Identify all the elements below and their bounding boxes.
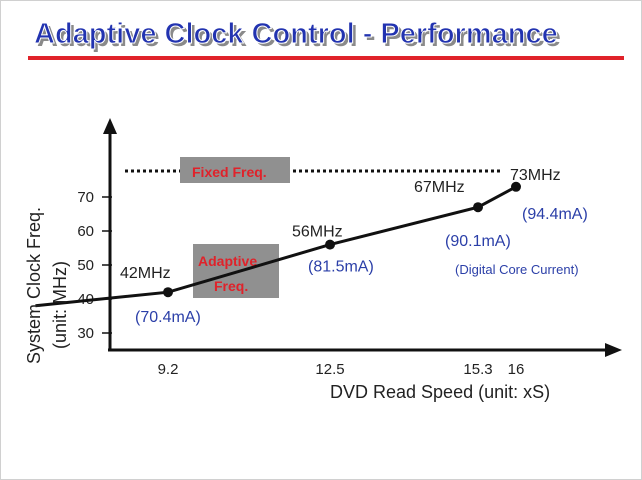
y-axis-arrow [103,118,117,134]
current-label: (90.1mA) [445,233,511,250]
adaptive-series [35,181,521,308]
title-shadow: Adaptive Clock Control - Performance [37,21,561,53]
x-axis-label: DVD Read Speed (unit: xS) [330,382,550,402]
freq-label: 42MHz [120,265,171,282]
data-point [325,239,335,250]
x-tick-label: 16 [508,361,525,378]
x-tick-label: 15.3 [463,361,492,378]
adaptive-freq-legend-line2: Freq. [214,278,248,294]
y-tick-label: 30 [77,325,94,342]
y-tick-label: 70 [77,189,94,206]
page-title: Adaptive Clock Control - Performance [34,18,558,50]
y-axis-label-line2: (unit: MHz) [50,261,70,349]
freq-label: 67MHz [414,179,465,196]
x-axis-arrow [605,343,622,357]
x-tick-label: 9.2 [158,361,179,378]
fixed-freq-legend-box [180,157,290,183]
y-tick-label: 60 [77,223,94,240]
current-label: (94.4mA) [522,206,588,223]
y-tick-label: 50 [77,257,94,274]
title-underline [28,56,624,60]
x-tick-label: 12.5 [315,361,344,378]
digital-core-current-note: (Digital Core Current) [455,262,579,277]
fixed-freq-legend: Fixed Freq. [192,164,267,180]
data-point [511,181,521,192]
freq-label: 73MHz [510,167,561,184]
point-labels: 42MHz (70.4mA) 56MHz (81.5mA) 67MHz (90.1mA) 7… [120,167,588,326]
current-label: (70.4mA) [135,309,201,326]
freq-label: 56MHz [292,224,343,241]
data-point [163,287,173,298]
current-label: (81.5mA) [308,259,374,276]
data-point [473,202,483,213]
adaptive-freq-legend-line1: Adaptive [198,253,257,269]
y-axis-label-line1: System Clock Freq. [24,207,44,364]
